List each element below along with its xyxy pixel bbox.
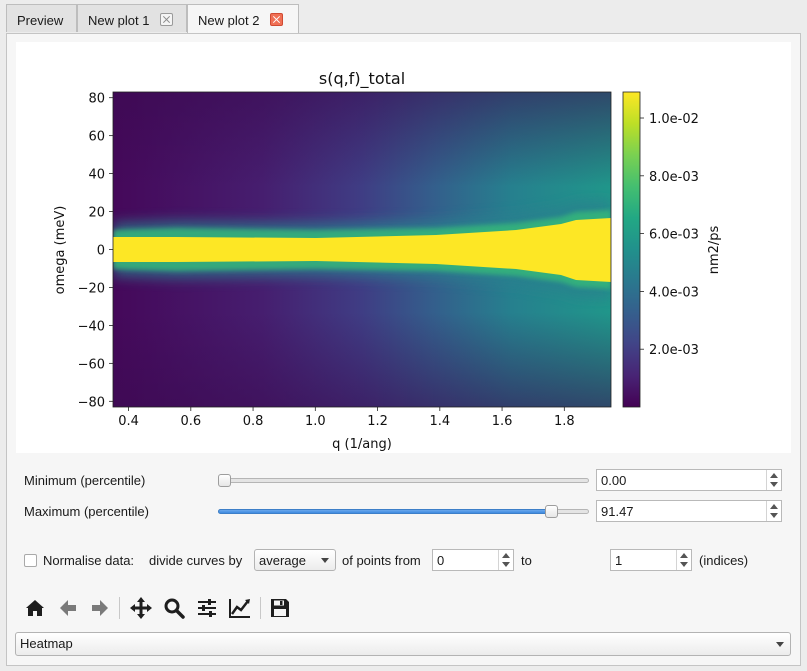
divide-by-select[interactable]: average: [254, 549, 336, 571]
save-icon[interactable]: [267, 595, 293, 621]
y-tick-label: −20: [78, 281, 105, 296]
chart-title: s(q,f)_total: [319, 69, 405, 89]
y-tick-label: 20: [88, 206, 105, 221]
x-tick-label: 1.6: [492, 414, 513, 429]
maximum-slider-fill: [218, 509, 552, 514]
to-label: to: [521, 553, 532, 568]
tab-label: New plot 1: [88, 13, 150, 28]
indices-label: (indices): [699, 553, 749, 568]
normalise-label: Normalise data:: [43, 553, 135, 568]
x-tick-label: 0.6: [180, 414, 201, 429]
x-tick-label: 1.4: [429, 414, 450, 429]
plot-type-select[interactable]: Heatmap: [15, 632, 791, 656]
plot-canvas[interactable]: s(q,f)_total 0.4 0.6 0.8 1.0 1.2 1.4 1.6 1.8 80 6…: [16, 42, 791, 453]
divide-label: divide curves by: [149, 553, 243, 568]
tab-new-plot-1[interactable]: New plot 1: [77, 4, 187, 32]
pan-icon[interactable]: [128, 595, 154, 621]
divide-by-value: average: [259, 553, 306, 568]
of-points-label: of points from: [342, 553, 421, 568]
colorbar-tick-label: 2.0e-03: [649, 343, 699, 358]
x-tick-label: 0.8: [243, 414, 264, 429]
minimum-value: 0.00: [601, 473, 627, 488]
y-tick-label: −80: [78, 395, 105, 410]
y-tick-label: 60: [88, 130, 105, 145]
tab-bar: Preview New plot 1 New plot 2: [6, 4, 801, 34]
toolbar-separator: [260, 597, 261, 619]
y-tick-label: −40: [78, 319, 105, 334]
normalise-checkbox[interactable]: [24, 554, 37, 567]
back-arrow-icon[interactable]: [55, 595, 81, 621]
plot-type-value: Heatmap: [20, 636, 73, 651]
axes: 0.4 0.6 0.8 1.0 1.2 1.4 1.6 1.8 80 60 40 20 0 −20 −40 −…: [78, 91, 612, 429]
spin-arrows-icon[interactable]: [676, 550, 691, 570]
tab-label: Preview: [17, 13, 64, 28]
to-index-value: 1: [615, 553, 623, 568]
x-tick-label: 1.0: [305, 414, 326, 429]
chevron-down-icon: [321, 558, 329, 563]
colorbar-ticks: 1.0e-02 8.0e-03 6.0e-03 4.0e-03 2.0e-03: [640, 112, 699, 358]
minimum-slider-handle[interactable]: [218, 474, 231, 487]
forward-arrow-icon[interactable]: [87, 595, 113, 621]
y-tick-label: 40: [88, 168, 105, 183]
x-axis-label: q (1/ang): [332, 437, 392, 452]
minimum-slider[interactable]: [218, 478, 589, 483]
maximum-slider-handle[interactable]: [545, 505, 559, 518]
x-tick-label: 0.4: [118, 414, 139, 429]
to-index-spinbox[interactable]: 1: [610, 549, 692, 571]
x-tick-label: 1.2: [367, 414, 388, 429]
minimum-label: Minimum (percentile): [24, 473, 146, 488]
toolbar-separator: [119, 597, 120, 619]
zoom-icon[interactable]: [161, 595, 187, 621]
maximum-label: Maximum (percentile): [24, 504, 149, 519]
spin-arrows-icon[interactable]: [766, 501, 781, 521]
tab-new-plot-2[interactable]: New plot 2: [187, 4, 299, 34]
minimum-spinbox[interactable]: 0.00: [596, 469, 782, 491]
heatmap-image: [113, 92, 611, 407]
colorbar-label: nm2/ps: [707, 225, 722, 274]
configure-subplots-icon[interactable]: [194, 595, 220, 621]
y-tick-label: 0: [97, 244, 105, 259]
colorbar-tick-label: 4.0e-03: [649, 285, 699, 300]
edit-axis-icon[interactable]: [227, 595, 253, 621]
heatmap-chart: s(q,f)_total 0.4 0.6 0.8 1.0 1.2 1.4 1.6 1.8 80 6…: [53, 69, 722, 452]
colorbar-tick-label: 6.0e-03: [649, 228, 699, 243]
maximum-value: 91.47: [601, 504, 634, 519]
y-axis-label: omega (meV): [53, 206, 68, 295]
home-icon[interactable]: [22, 595, 48, 621]
close-icon[interactable]: [270, 13, 284, 26]
colorbar: [622, 91, 641, 408]
tab-label: New plot 2: [198, 13, 260, 28]
close-icon[interactable]: [160, 13, 174, 26]
from-index-spinbox[interactable]: 0: [432, 549, 514, 571]
x-tick-label: 1.8: [554, 414, 575, 429]
tab-preview[interactable]: Preview: [6, 4, 77, 32]
spin-arrows-icon[interactable]: [498, 550, 513, 570]
y-tick-label: −60: [78, 357, 105, 372]
colorbar-tick-label: 1.0e-02: [649, 112, 699, 127]
colorbar-tick-label: 8.0e-03: [649, 170, 699, 185]
from-index-value: 0: [437, 553, 445, 568]
maximum-spinbox[interactable]: 91.47: [596, 500, 782, 522]
spin-arrows-icon[interactable]: [766, 470, 781, 490]
chevron-down-icon: [776, 642, 784, 647]
y-tick-label: 80: [88, 92, 105, 107]
